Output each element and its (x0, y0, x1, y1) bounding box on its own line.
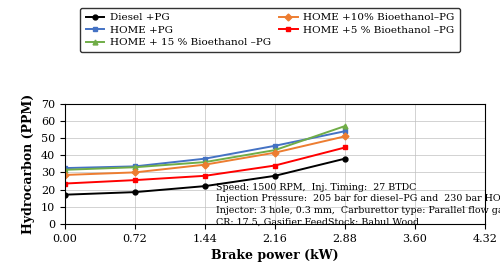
X-axis label: Brake power (kW): Brake power (kW) (211, 249, 339, 262)
Text: Speed: 1500 RPM,  Inj. Timing:  27 BTDC
Injection Pressure:  205 bar for diesel–: Speed: 1500 RPM, Inj. Timing: 27 BTDC In… (216, 183, 500, 227)
Legend: Diesel +PG, HOME +PG, HOME + 15 % Bioethanol –PG, HOME +10% Bioethanol–PG, HOME : Diesel +PG, HOME +PG, HOME + 15 % Bioeth… (80, 8, 460, 52)
Y-axis label: Hydrocarbon (PPM): Hydrocarbon (PPM) (22, 94, 36, 234)
